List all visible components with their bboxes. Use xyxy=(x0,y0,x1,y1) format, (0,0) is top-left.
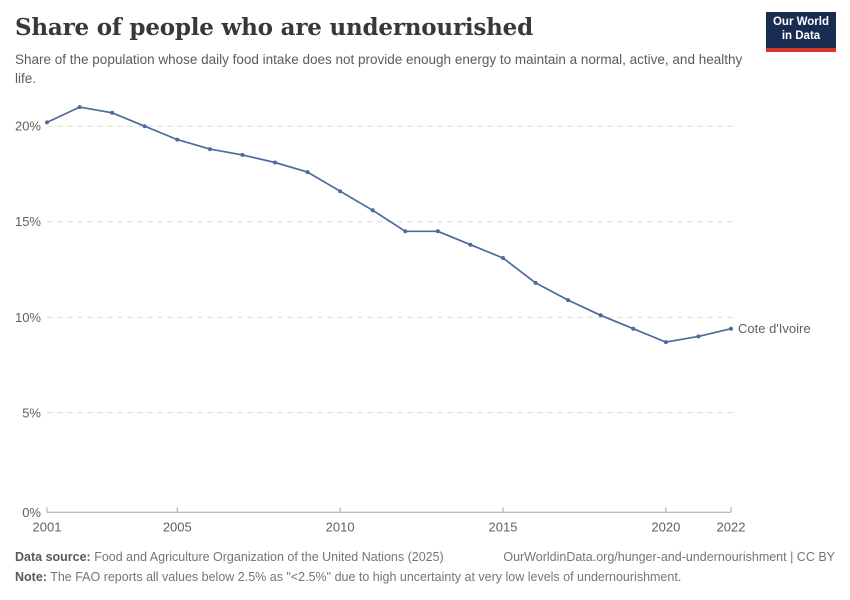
data-point[interactable] xyxy=(338,189,343,194)
data-point[interactable] xyxy=(305,170,310,175)
data-point[interactable] xyxy=(240,152,245,157)
line-chart: 0% 5% 10% 15% 20% 2001 2005 2010 2015 2020 2022 Cot… xyxy=(0,95,850,540)
data-source-value: Food and Agriculture Organization of the… xyxy=(90,550,444,564)
footer-source-row: Data source: Food and Agriculture Organi… xyxy=(15,547,835,567)
data-point[interactable] xyxy=(175,137,180,142)
data-source-text: Data source: Food and Agriculture Organi… xyxy=(15,547,444,567)
chart-footer: Data source: Food and Agriculture Organi… xyxy=(15,547,835,587)
x-tick-label: 2005 xyxy=(163,519,192,534)
chart-subtitle: Share of the population whose daily food… xyxy=(15,52,743,87)
footer-note-row: Note: The FAO reports all values below 2… xyxy=(15,567,835,587)
y-tick-label: 0% xyxy=(22,505,41,520)
data-point[interactable] xyxy=(403,229,408,234)
y-tick-label: 5% xyxy=(22,405,41,420)
data-point[interactable] xyxy=(631,326,636,331)
owid-logo[interactable]: Our World in Data xyxy=(766,12,836,52)
data-point[interactable] xyxy=(533,280,538,285)
data-point[interactable] xyxy=(729,326,733,331)
y-tick-label: 15% xyxy=(15,214,41,229)
x-tick-label: 2010 xyxy=(326,519,355,534)
chart-svg[interactable]: 0% 5% 10% 15% 20% 2001 2005 2010 2015 2020 2022 Cot… xyxy=(0,95,850,540)
page-title: Share of people who are undernourished xyxy=(15,14,533,41)
chart-header: Share of people who are undernourished S… xyxy=(15,14,760,88)
note-text: The FAO reports all values below 2.5% as… xyxy=(46,570,682,584)
x-tick-label: 2015 xyxy=(489,519,518,534)
x-tick-label: 2001 xyxy=(33,519,62,534)
data-point[interactable] xyxy=(663,340,668,345)
data-point[interactable] xyxy=(696,334,701,339)
x-tick-label: 2022 xyxy=(717,519,746,534)
y-tick-label: 10% xyxy=(15,310,41,325)
data-source-label: Data source: xyxy=(15,550,91,564)
owid-logo-line1: Our World xyxy=(772,16,829,29)
data-point[interactable] xyxy=(142,124,147,129)
data-point[interactable] xyxy=(110,110,115,115)
owid-link[interactable]: OurWorldinData.org/hunger-and-undernouri… xyxy=(503,550,835,564)
data-point[interactable] xyxy=(370,208,375,213)
note-label: Note: xyxy=(15,570,47,584)
y-tick-label: 20% xyxy=(15,119,41,134)
data-point[interactable] xyxy=(273,160,277,165)
data-point[interactable] xyxy=(77,105,82,110)
data-point[interactable] xyxy=(435,229,440,234)
data-point[interactable] xyxy=(45,120,49,125)
data-point[interactable] xyxy=(598,313,603,318)
data-point[interactable] xyxy=(501,256,505,260)
owid-logo-line2: in Data xyxy=(781,30,821,42)
data-line xyxy=(46,106,732,343)
series-end-label[interactable]: Cote d'Ivoire xyxy=(738,321,811,336)
data-point[interactable] xyxy=(566,298,571,303)
data-point[interactable] xyxy=(207,147,212,152)
data-point[interactable] xyxy=(468,242,473,247)
x-tick-label: 2020 xyxy=(651,519,680,534)
